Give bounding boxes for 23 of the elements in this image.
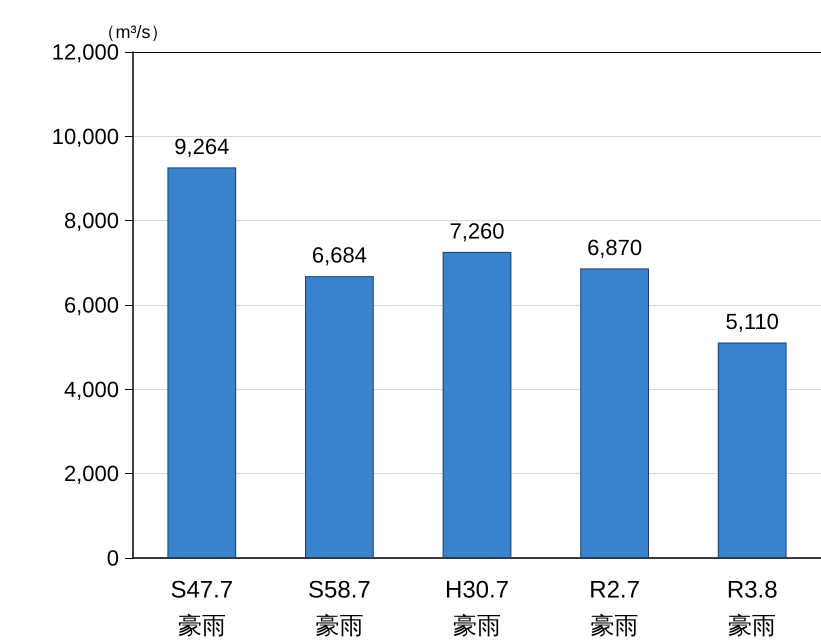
bar	[167, 167, 236, 558]
y-tick-label: 8,000	[64, 208, 119, 234]
x-tick-label: S47.7 豪雨	[170, 576, 234, 640]
y-tick-label: 4,000	[64, 376, 119, 402]
y-tick-label: 12,000	[52, 40, 119, 64]
bar	[305, 276, 374, 558]
data-label: 5,110	[725, 309, 779, 334]
x-tick-label: S58.7 豪雨	[308, 576, 371, 640]
data-label: 6,870	[587, 234, 642, 260]
data-label: 7,260	[449, 218, 505, 244]
y-tick-label: 0	[106, 546, 119, 570]
bar	[442, 252, 512, 558]
bar	[580, 268, 649, 558]
y-tick-label: 2,000	[64, 461, 119, 486]
data-label: 6,684	[312, 242, 367, 268]
data-label: 9,264	[174, 134, 230, 159]
y-tick-label: 6,000	[64, 292, 119, 318]
y-tick-label: 10,000	[52, 124, 119, 149]
y-axis-title: （m³/s）	[98, 22, 168, 42]
x-tick-label: R2.7 豪雨	[589, 576, 640, 640]
x-tick-label: H30.7 豪雨	[444, 576, 510, 640]
bar	[718, 342, 787, 558]
x-tick-label: R3.8 豪雨	[726, 576, 778, 640]
